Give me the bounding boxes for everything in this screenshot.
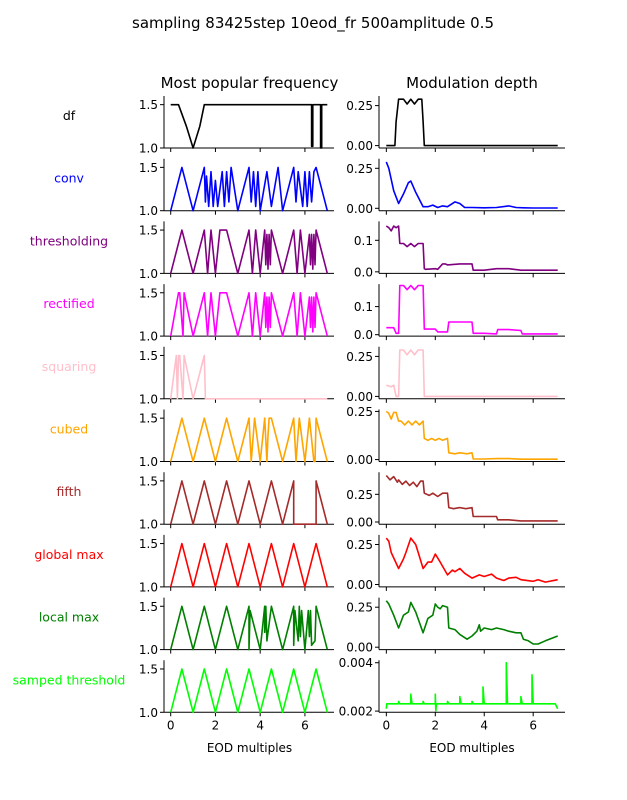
row-label: samped threshold <box>13 672 126 687</box>
y-tick-label: 0.1 <box>354 300 373 314</box>
y-tick-label: 1.0 <box>139 267 158 281</box>
row-label: local max <box>39 610 99 625</box>
y-tick-label: 1.0 <box>139 455 158 469</box>
y-tick-label: 1.0 <box>139 706 158 720</box>
x-tick-label: 2 <box>212 718 220 732</box>
y-tick-label: 0.25 <box>346 350 373 364</box>
y-tick-label: 1.5 <box>139 537 158 551</box>
y-tick-label: 0.25 <box>346 162 373 176</box>
row-label: rectified <box>43 296 94 311</box>
row-label: thresholding <box>30 233 108 248</box>
y-tick-label: 1.5 <box>139 224 158 238</box>
y-tick-label: 1.5 <box>139 600 158 614</box>
y-tick-label: 0.002 <box>339 705 373 719</box>
y-tick-label: 0.00 <box>346 578 373 592</box>
y-tick-label: 0.25 <box>346 538 373 552</box>
y-tick-label: 1.0 <box>139 392 158 406</box>
y-tick-label: 0.25 <box>346 405 373 419</box>
y-tick-label: 1.5 <box>139 662 158 676</box>
x-axis-label-frequency: EOD multiples <box>207 741 292 755</box>
y-tick-label: 0.00 <box>346 641 373 655</box>
row-label: squaring <box>42 359 97 374</box>
column-title-frequency: Most popular frequency <box>161 74 339 92</box>
y-tick-label: 0.00 <box>346 453 373 467</box>
x-tick-label: 6 <box>301 718 309 732</box>
x-tick-label: 6 <box>529 718 537 732</box>
y-tick-label: 0.25 <box>346 488 373 502</box>
y-tick-label: 1.5 <box>139 349 158 363</box>
x-tick-label: 0 <box>383 718 391 732</box>
y-tick-label: 0.004 <box>339 656 373 670</box>
y-tick-label: 1.5 <box>139 98 158 112</box>
x-tick-label: 2 <box>431 718 439 732</box>
column-title-depth: Modulation depth <box>406 74 538 92</box>
row-label: conv <box>54 171 84 186</box>
y-tick-label: 0.25 <box>346 99 373 113</box>
y-tick-label: 1.0 <box>139 518 158 532</box>
row-label: global max <box>34 547 103 562</box>
y-tick-label: 1.5 <box>139 161 158 175</box>
x-tick-label: 0 <box>167 718 175 732</box>
y-tick-label: 0.1 <box>354 234 373 248</box>
y-tick-label: 1.5 <box>139 474 158 488</box>
figure-title: sampling 83425step 10eod_fr 500amplitude… <box>132 14 494 33</box>
x-tick-label: 4 <box>480 718 488 732</box>
y-tick-label: 0.0 <box>354 328 373 342</box>
y-tick-label: 0.00 <box>346 390 373 404</box>
y-tick-label: 1.5 <box>139 412 158 426</box>
y-tick-label: 1.0 <box>139 580 158 594</box>
y-tick-label: 0.00 <box>346 515 373 529</box>
row-label: df <box>63 108 76 123</box>
y-tick-label: 1.5 <box>139 286 158 300</box>
y-tick-label: 1.0 <box>139 142 158 156</box>
x-axis-label-depth: EOD multiples <box>429 741 514 755</box>
row-label: fifth <box>57 484 82 499</box>
row-label: cubed <box>50 422 88 437</box>
x-tick-label: 4 <box>256 718 264 732</box>
y-tick-label: 0.25 <box>346 601 373 615</box>
y-tick-label: 0.00 <box>346 202 373 216</box>
y-tick-label: 0.0 <box>354 265 373 279</box>
y-tick-label: 1.0 <box>139 204 158 218</box>
y-tick-label: 0.00 <box>346 139 373 153</box>
y-tick-label: 1.0 <box>139 643 158 657</box>
y-tick-label: 1.0 <box>139 330 158 344</box>
